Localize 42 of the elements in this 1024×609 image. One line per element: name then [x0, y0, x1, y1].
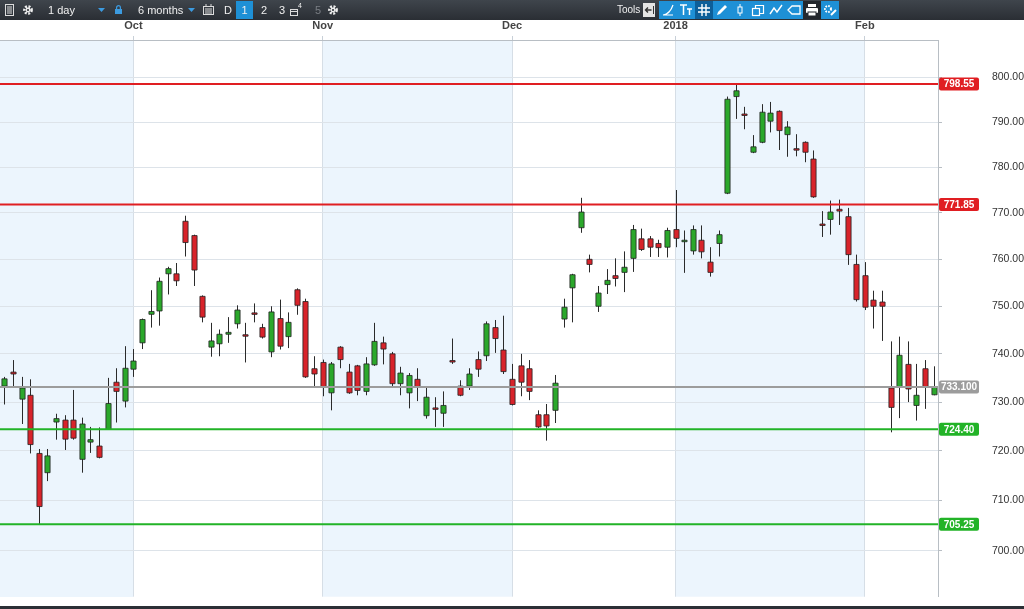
candlestick: [242, 322, 249, 363]
y-tick-label: 750.00: [991, 299, 1024, 312]
ref-line-label: 798.55: [943, 78, 975, 90]
y-tick-label: 730.00: [991, 394, 1024, 407]
candlestick: [380, 336, 387, 365]
ref-line-label: 724.40: [943, 423, 975, 435]
x-tick-label: Oct: [124, 19, 143, 32]
text: 5: [315, 3, 322, 17]
candlestick: [449, 338, 456, 365]
text: Tools: [617, 3, 641, 17]
candlestick: [475, 350, 482, 378]
text: D: [224, 3, 232, 17]
y-tick-label: 800.00: [991, 70, 1024, 83]
candlestick: [793, 133, 800, 157]
text: 2: [261, 3, 268, 17]
candlestick: [664, 227, 671, 258]
candlestick: [716, 230, 723, 257]
text: 3: [279, 3, 286, 17]
x-tick-label: Nov: [312, 19, 334, 32]
y-tick-label: 740.00: [991, 346, 1024, 359]
y-tick-label: 780.00: [991, 160, 1024, 173]
x-tick-label: 2018: [663, 19, 688, 32]
text: 1 day: [48, 3, 75, 17]
candlestick: [612, 257, 619, 287]
y-tick-label: 710.00: [991, 493, 1024, 506]
ref-line-label: 733.100: [940, 381, 978, 393]
text: 6 months: [138, 3, 184, 17]
ref-line-label: 771.85: [943, 198, 975, 210]
candlestick: [1, 376, 8, 405]
y-tick-label: 790.00: [991, 114, 1024, 127]
ref-line-label: 705.25: [943, 518, 975, 530]
candlestick: [492, 319, 499, 354]
y-tick-label: 760.00: [991, 252, 1024, 265]
x-tick-label: Dec: [501, 19, 523, 32]
y-tick-label: 720.00: [991, 443, 1024, 456]
y-tick-label: 770.00: [991, 205, 1024, 218]
candlestick: [922, 359, 929, 410]
y-tick-label: 700.00: [991, 543, 1024, 556]
x-tick-label: Feb: [855, 19, 875, 32]
candlestick: [733, 83, 740, 120]
text: 1: [236, 1, 253, 19]
candlestick: [251, 302, 258, 323]
